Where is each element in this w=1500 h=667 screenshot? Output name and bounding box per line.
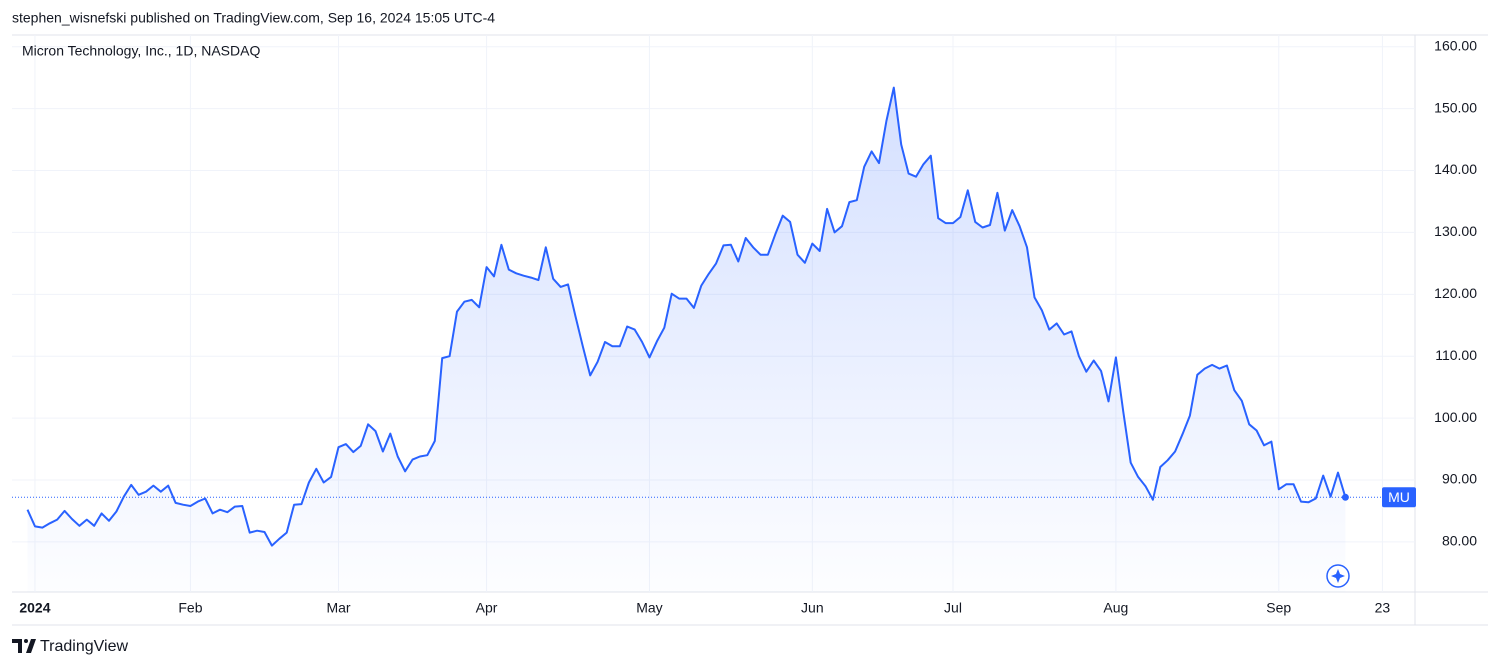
x-tick-label: Mar [326,600,350,616]
x-tick-label: 23 [1375,600,1391,616]
x-tick-label: Apr [476,600,498,616]
footer-brand: TradingView [40,638,128,655]
x-tick-label: 2024 [19,600,50,616]
price-line [26,86,1347,547]
chart-title: Micron Technology, Inc., 1D, NASDAQ [22,43,260,59]
y-tick-label: 150.00 [1434,99,1477,115]
logo [12,639,36,653]
x-tick-label: Feb [178,600,202,616]
plot [12,86,1415,592]
area [27,87,1346,592]
x-tick-label: Jul [944,600,962,616]
x-tick-label: Jun [801,600,824,616]
x-tick-label: Aug [1103,600,1128,616]
y-tick-label: 160.00 [1434,37,1477,53]
last-price-dot [1341,493,1349,501]
y-tick-label: 140.00 [1434,161,1477,177]
publish-info: stephen_wisnefski published on TradingVi… [12,10,495,26]
x-tick-label: May [636,600,662,616]
x-tick-label: Sep [1266,600,1291,616]
y-tick-label: 130.00 [1434,223,1477,239]
symbol-label: MU [1388,489,1410,505]
y-tick-label: 110.00 [1435,347,1477,363]
symbol-tag [1382,487,1416,508]
y-tick-label: 120.00 [1434,285,1477,301]
y-tick-label: 100.00 [1434,409,1477,425]
ai-button[interactable] [1326,564,1350,588]
y-tick-label: 90.00 [1442,471,1477,487]
y-tick-label: 80.00 [1442,533,1477,549]
